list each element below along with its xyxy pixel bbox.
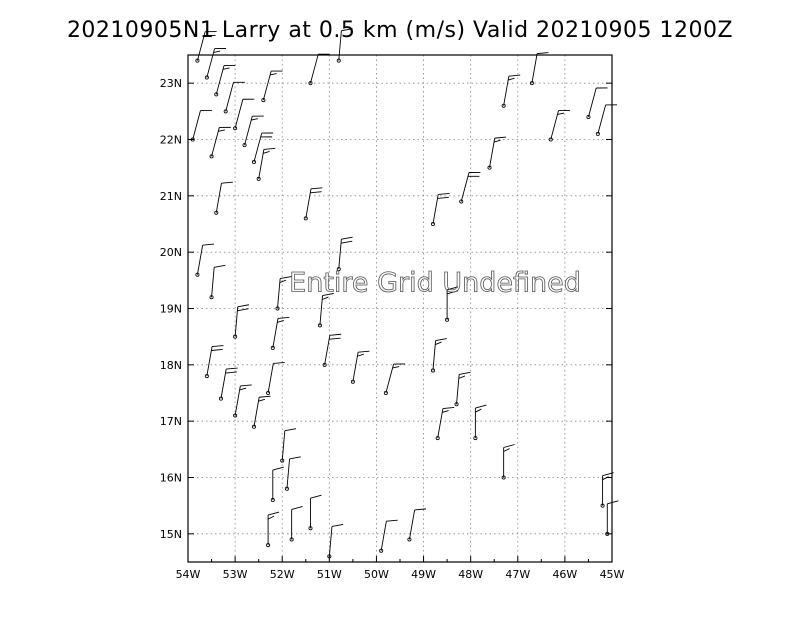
wind-barb (204, 345, 224, 379)
x-tick-label: 54W (176, 568, 201, 581)
wind-barb (233, 304, 250, 339)
x-tick-label: 52W (270, 568, 295, 581)
wind-barb (266, 361, 285, 395)
wind-barb (223, 81, 245, 114)
wind-barb (209, 126, 231, 159)
wind-barb (445, 286, 459, 322)
wind-barb (336, 236, 353, 272)
wind-barb (317, 293, 334, 328)
x-tick-label: 50W (364, 568, 389, 581)
wind-barb (501, 74, 521, 108)
wind-barb (270, 316, 290, 350)
wind-barb (435, 407, 455, 441)
x-tick-label: 51W (317, 568, 342, 581)
y-tick-label: 19N (160, 303, 182, 316)
wind-barb (350, 350, 370, 384)
x-tick-label: 46W (552, 568, 577, 581)
y-tick-label: 22N (160, 134, 182, 147)
wind-barb (430, 338, 447, 373)
x-tick-label: 45W (600, 568, 625, 581)
wind-barb (308, 494, 322, 531)
wind-barb (529, 52, 549, 86)
x-tick-label: 49W (411, 568, 436, 581)
wind-barb (454, 371, 471, 407)
y-tick-label: 17N (160, 415, 182, 428)
wind-barb (501, 444, 515, 480)
wind-barb (251, 395, 271, 429)
undefined-grid-message: Entire Grid Undefined (289, 268, 581, 299)
axis-ticks: 54W 53W 52W 51W 50W 49W 48W 47W 46W 45W 15N 16N 17N 1… (160, 77, 625, 581)
y-tick-label: 23N (160, 77, 182, 90)
wind-barb (586, 87, 608, 119)
wind-barb (218, 367, 238, 401)
wind-barb (327, 524, 344, 559)
wind-barb (548, 110, 570, 142)
wind-barb (233, 384, 252, 418)
wind-barb (303, 187, 323, 221)
wind-barb (407, 508, 427, 542)
y-tick-label: 15N (160, 528, 182, 541)
wind-barb (251, 132, 274, 165)
wind-barb (261, 70, 283, 103)
wind-barb (190, 110, 212, 142)
wind-barb (487, 136, 507, 170)
wind-barb (209, 264, 226, 300)
y-tick-label: 16N (160, 472, 182, 485)
chart-title: 20210905N1 Larry at 0.5 km (m/s) Valid 2… (66, 18, 734, 43)
wind-barb (204, 48, 227, 80)
y-tick-label: 21N (160, 190, 182, 203)
wind-barb (214, 64, 236, 97)
wind-barb (289, 506, 303, 542)
x-tick-label: 48W (458, 568, 483, 581)
wind-barb (195, 243, 215, 277)
wind-barb (322, 333, 342, 367)
grid-lines (188, 55, 612, 562)
x-tick-label: 47W (505, 568, 530, 581)
wind-barb (195, 31, 217, 63)
wind-barb (379, 519, 398, 553)
wind-barb (430, 192, 450, 226)
x-tick-label: 53W (223, 568, 248, 581)
wind-barb (266, 511, 280, 548)
wind-barb (308, 53, 330, 86)
wind-barb (336, 28, 353, 63)
wind-barb (595, 104, 618, 136)
wind-barb (214, 181, 233, 215)
y-tick-label: 20N (160, 246, 182, 259)
wind-barb (280, 428, 297, 463)
wind-barb (473, 404, 487, 441)
y-tick-label: 18N (160, 359, 182, 372)
wind-barb (383, 363, 406, 395)
wind-barb (284, 456, 301, 491)
wind-barbs (190, 28, 619, 559)
wind-barb (270, 466, 284, 503)
wind-barb (233, 98, 255, 131)
wind-barb (256, 147, 276, 181)
wind-barb (459, 171, 481, 204)
wind-barb (242, 115, 264, 148)
wind-barb (275, 276, 292, 311)
